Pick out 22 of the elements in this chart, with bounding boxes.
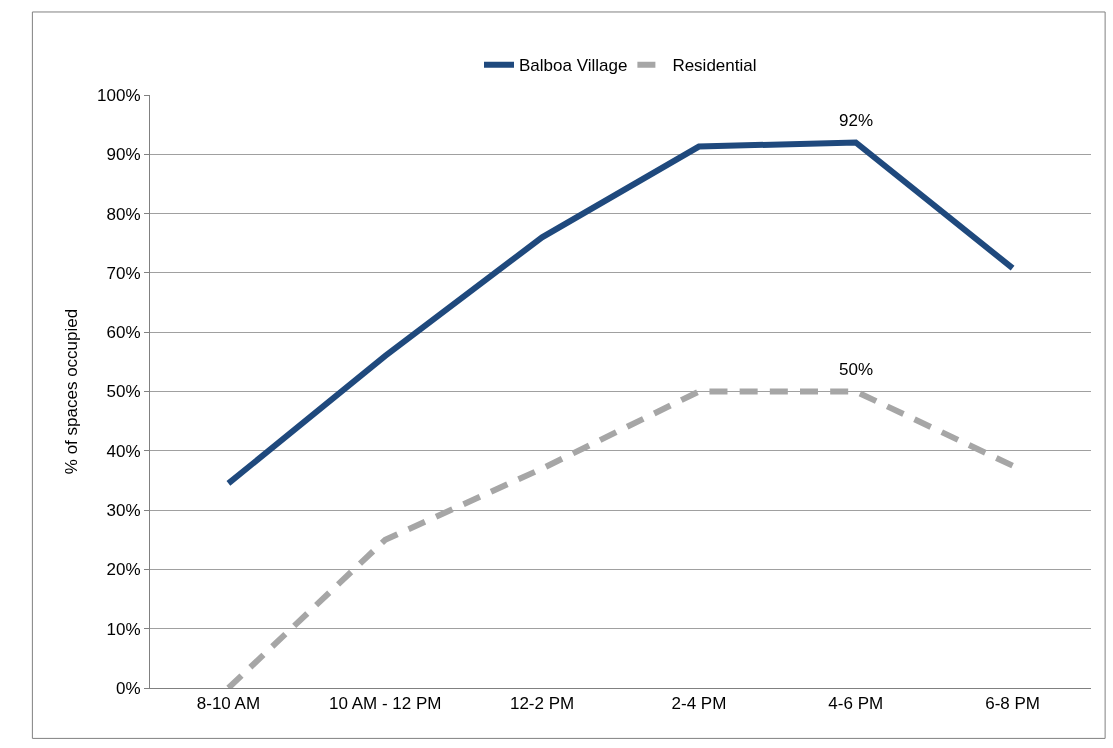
x-tick-label: 4-6 PM: [828, 694, 884, 714]
y-tick-label: 100%: [97, 85, 141, 105]
y-tick-label: 0%: [116, 678, 141, 698]
x-tick-label: 10 AM - 12 PM: [329, 694, 442, 714]
data-label: 50%: [839, 360, 874, 379]
y-tick-label: 50%: [106, 382, 141, 402]
x-tick-label: 6-8 PM: [985, 694, 1040, 714]
legend-label: Balboa Village: [519, 56, 628, 76]
y-tick-label: 40%: [106, 441, 141, 461]
data-label: 92%: [839, 111, 874, 130]
legend-label: Residential: [672, 56, 757, 76]
y-tick-label: 30%: [106, 501, 141, 521]
x-tick-label: 12-2 PM: [509, 694, 575, 714]
y-axis-title: % of spaces occupied: [61, 308, 81, 475]
y-tick-label: 70%: [106, 263, 141, 283]
y-tick-label: 80%: [106, 204, 141, 224]
y-tick-label: 20%: [106, 560, 141, 580]
x-tick-label: 8-10 AM: [196, 694, 261, 714]
y-tick-label: 90%: [106, 145, 141, 165]
x-tick-label: 2-4 PM: [671, 694, 727, 714]
y-tick-label: 60%: [106, 323, 141, 343]
y-tick-label: 10%: [106, 619, 141, 639]
